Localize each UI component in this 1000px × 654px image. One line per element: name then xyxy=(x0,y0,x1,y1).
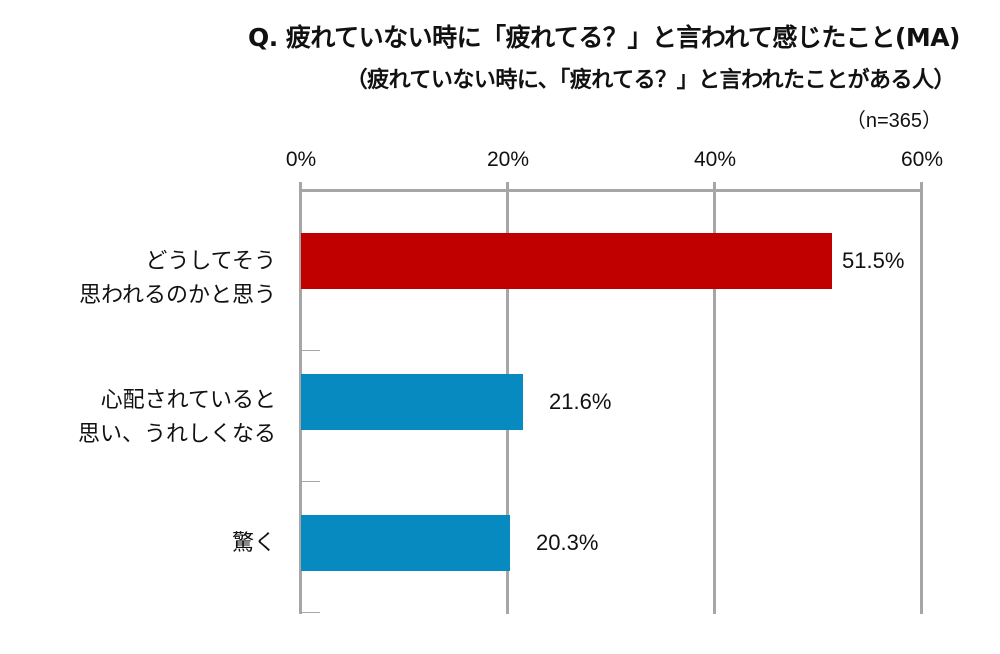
bar-2 xyxy=(301,374,523,430)
category-tick xyxy=(300,612,320,613)
x-axis-line xyxy=(300,189,922,192)
bar-1 xyxy=(301,233,832,289)
bar-2-category-label: 心配されていると 思い、うれしくなる xyxy=(77,388,276,447)
bar-3-value-label: 20.3% xyxy=(536,530,599,555)
sample-size-label: （n=365） xyxy=(845,110,942,132)
bar-2-value-label: 21.6% xyxy=(549,389,612,414)
gridline-0 xyxy=(299,182,302,614)
category-tick xyxy=(300,350,320,351)
x-tick-label-60: 60% xyxy=(900,148,944,171)
x-tick-label-20: 20% xyxy=(486,148,530,171)
x-tick-label-40: 40% xyxy=(693,148,737,171)
chart-title: Q. 疲れていない時に「疲れてる？」と言われて感じたこと(MA) xyxy=(247,23,961,52)
x-tick-label-0: 0% xyxy=(285,148,317,171)
bar-1-value-label: 51.5% xyxy=(842,248,905,273)
bar-3-category-label: 驚く xyxy=(231,531,276,556)
chart-subtitle: （疲れていない時に、「疲れてる？」と言われたことがある人） xyxy=(345,68,956,93)
gridline-40 xyxy=(713,182,716,614)
bar-1-category-label: どうしてそう 思われるのかと思う xyxy=(79,249,276,308)
bar-3 xyxy=(301,515,510,571)
category-tick xyxy=(300,481,320,482)
gridline-60 xyxy=(920,182,923,614)
